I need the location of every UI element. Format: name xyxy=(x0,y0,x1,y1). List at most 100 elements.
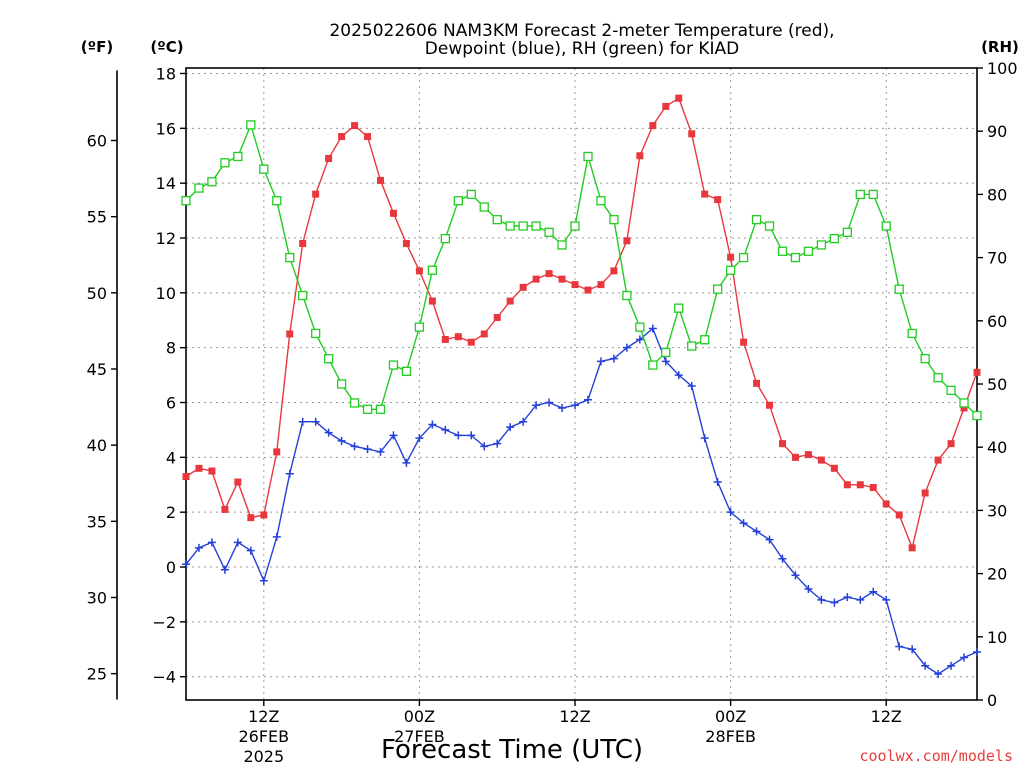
rh-point xyxy=(946,385,956,395)
temperature-point xyxy=(234,478,242,486)
chart-title-line2: Dewpoint (blue), RH (green) for KIAD xyxy=(425,39,739,59)
fahrenheit-tick-label: 35 xyxy=(87,512,107,531)
rh-point xyxy=(596,196,606,206)
rh-point xyxy=(259,164,269,174)
rh-point xyxy=(479,202,489,212)
rh-point xyxy=(855,189,865,200)
dewpoint-point xyxy=(622,343,631,352)
fahrenheit-tick-label: 45 xyxy=(87,360,107,379)
dewpoint-point xyxy=(700,434,709,443)
dewpoint-point xyxy=(324,428,333,437)
temperature-point xyxy=(662,102,670,110)
dewpoint-point xyxy=(298,417,307,426)
dewpoint-point xyxy=(207,538,216,547)
dewpoint-point xyxy=(895,642,904,651)
rh-point xyxy=(336,379,347,389)
dewpoint-point xyxy=(337,436,346,445)
celsius-tick-label: 0 xyxy=(166,558,176,577)
x-tick-label: 12Z xyxy=(559,707,590,726)
dewpoint-point xyxy=(389,431,398,440)
temperature-point xyxy=(480,330,488,338)
rh-point xyxy=(622,290,632,301)
celsius-tick-label: 16 xyxy=(156,119,176,138)
dewpoint-point xyxy=(843,593,852,602)
rh-point xyxy=(583,151,593,162)
temperature-point xyxy=(571,281,579,289)
rh-point xyxy=(181,196,191,206)
temperature-point xyxy=(947,440,955,448)
dewpoint-point xyxy=(778,554,787,563)
dewpoint-point xyxy=(454,431,463,440)
rh-point xyxy=(414,322,425,332)
rh-point xyxy=(674,303,684,313)
temperature-point xyxy=(908,544,916,552)
x-tick-label: 12Z xyxy=(871,707,902,726)
dewpoint-point xyxy=(558,403,567,412)
rh-point xyxy=(700,335,710,345)
rh-point xyxy=(661,347,671,358)
dewpoint-point xyxy=(583,395,592,404)
temperature-point xyxy=(869,484,877,492)
dewpoint-point xyxy=(519,417,528,426)
rh-point xyxy=(881,221,891,231)
temperature-point xyxy=(415,267,423,275)
rh-tick-label: 60 xyxy=(987,312,1007,331)
dewpoint-point xyxy=(441,425,450,434)
dewpoint-point xyxy=(506,423,515,432)
fahrenheit-tick-label: 30 xyxy=(87,588,107,607)
temperature-point xyxy=(610,267,618,275)
rh-point xyxy=(725,265,736,275)
celsius-tick-label: 18 xyxy=(156,64,176,83)
celsius-tick-label: −2 xyxy=(152,613,176,632)
temperature-point xyxy=(182,473,190,481)
dewpoint-point xyxy=(752,527,761,536)
x-tick-date: 28FEB xyxy=(705,727,756,746)
rh-point xyxy=(713,284,723,294)
temperature-point xyxy=(778,440,786,448)
temperature-point xyxy=(351,122,359,130)
grid-layer xyxy=(186,68,977,700)
rh-point xyxy=(829,233,840,244)
rh-point xyxy=(609,215,619,225)
temperature-point xyxy=(377,176,385,184)
dewpoint-point xyxy=(830,598,839,607)
temperature-point xyxy=(532,275,540,283)
dewpoint-point xyxy=(596,357,605,366)
temperature-point xyxy=(895,511,903,519)
rh-point xyxy=(298,290,308,301)
temperature-point xyxy=(325,154,333,162)
celsius-tick-label: 2 xyxy=(166,503,176,522)
rh-point xyxy=(764,221,775,231)
dewpoint-point xyxy=(233,538,242,547)
dewpoint-point xyxy=(687,382,696,391)
rh-point xyxy=(272,196,282,206)
x-tick-date: 26FEB xyxy=(238,727,289,746)
rh-tick-label: 10 xyxy=(987,628,1007,647)
rh-tick-label: 90 xyxy=(987,122,1007,141)
rh-point xyxy=(427,265,438,275)
temperature-point xyxy=(597,281,605,289)
rh-point xyxy=(777,246,788,256)
fahrenheit-axis-unit: (ºF) xyxy=(81,38,113,56)
dewpoint-point xyxy=(739,519,748,528)
rh-tick-label: 70 xyxy=(987,249,1007,268)
dewpoint-point xyxy=(856,595,865,604)
temperature-point xyxy=(493,314,501,322)
celsius-tick-label: 6 xyxy=(166,394,176,413)
temperature-point xyxy=(286,330,294,338)
dewpoint-point xyxy=(921,661,930,670)
dewpoint-point xyxy=(363,445,372,454)
celsius-tick-label: −4 xyxy=(152,668,176,687)
dewpoint-point xyxy=(376,447,385,456)
rh-point xyxy=(868,189,878,200)
rh-point xyxy=(531,221,541,231)
fahrenheit-tick-label: 60 xyxy=(87,132,107,151)
rh-point xyxy=(738,252,749,263)
dewpoint-point xyxy=(493,439,502,448)
dewpoint-point xyxy=(571,401,580,410)
dewpoint-point xyxy=(791,571,800,580)
dewpoint-point xyxy=(609,354,618,363)
rh-tick-label: 0 xyxy=(987,691,997,710)
temperature-point xyxy=(882,500,890,508)
